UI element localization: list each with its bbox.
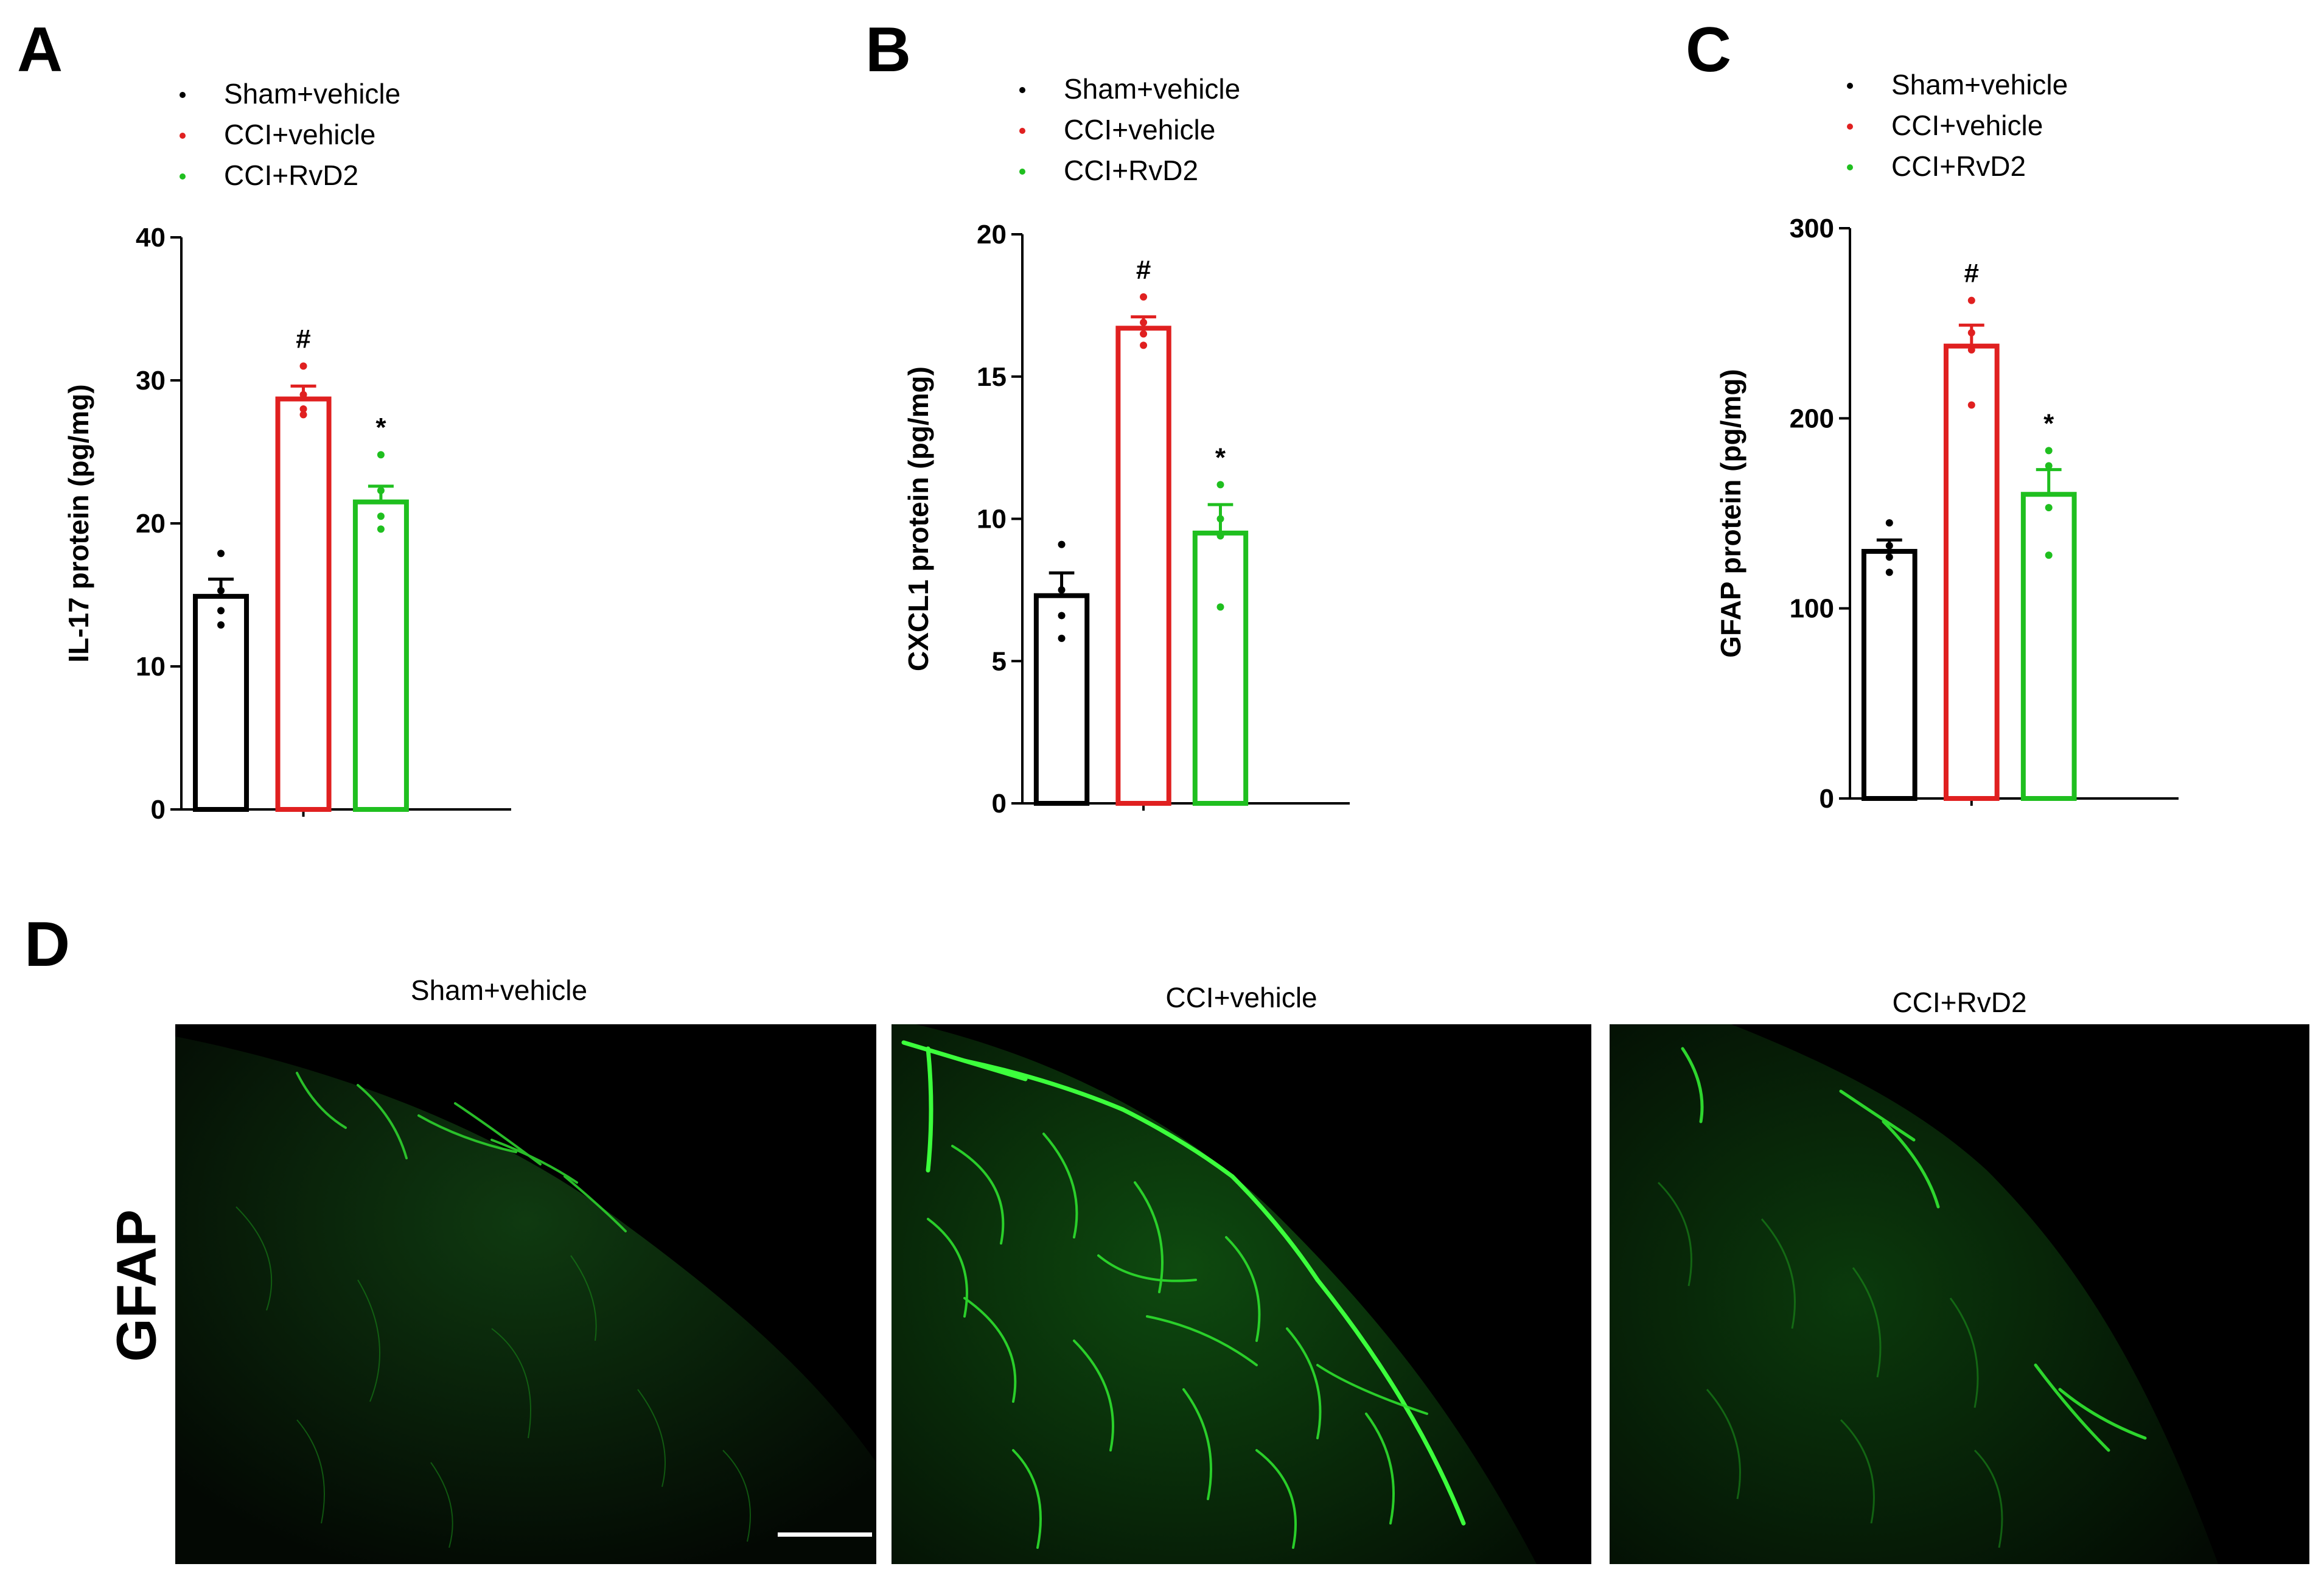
data-point: [1058, 612, 1066, 620]
legend-label: CCI+RvD2: [1064, 155, 1198, 186]
legend-marker: [1019, 87, 1025, 93]
data-point: [217, 587, 225, 595]
y-tick-label: 5: [992, 646, 1007, 676]
micrograph-title-cci-vehicle: CCI+vehicle: [1165, 982, 1317, 1013]
legend-marker: [1847, 83, 1853, 89]
data-point: [1140, 293, 1148, 301]
stain-label-gfap: GFAP: [105, 1209, 168, 1362]
data-point: [1216, 603, 1224, 611]
data-point: [1216, 515, 1224, 523]
data-point: [217, 550, 225, 557]
micrograph-cci-rvd2-image: [1610, 1024, 2218, 1564]
data-point: [299, 362, 307, 370]
data-point: [377, 512, 385, 520]
legend-label: Sham+vehicle: [1891, 69, 2068, 100]
y-axis-label: CXCL1 protein (pg/mg): [902, 366, 934, 671]
legend-marker: [1019, 128, 1025, 134]
legend-label: CCI+RvD2: [224, 159, 358, 191]
y-tick-label: 0: [1820, 784, 1834, 814]
data-point: [217, 607, 225, 615]
bar: [1861, 548, 1917, 801]
y-tick-label: 0: [992, 789, 1007, 819]
data-point: [299, 411, 307, 419]
y-tick-label: 300: [1790, 214, 1834, 243]
data-point: [377, 486, 385, 494]
data-point: [1140, 318, 1148, 326]
y-axis-label: IL-17 protein (pg/mg): [63, 384, 94, 662]
y-tick-label: 20: [977, 220, 1007, 250]
bar-chart-gfap: Sham+vehicle CCI+vehicle CCI+RvD2 0 100 200 30…: [1715, 69, 2179, 814]
micrograph-cci-vehicle-image: [892, 1024, 1537, 1564]
data-point: [299, 391, 307, 399]
legend-label: CCI+RvD2: [1891, 150, 2026, 182]
panel-letter-c: C: [1686, 15, 1732, 85]
data-point: [1967, 329, 1975, 337]
legend-marker: [180, 92, 186, 98]
data-point: [1967, 346, 1975, 354]
data-point: [377, 451, 385, 459]
data-point: [1885, 553, 1893, 561]
significance-marker: #: [296, 324, 310, 354]
y-tick-label: 10: [136, 652, 166, 682]
micrograph-title-cci-rvd2: CCI+RvD2: [1892, 987, 2027, 1018]
data-point: [2045, 462, 2053, 470]
y-tick-label: 0: [151, 795, 166, 825]
bar: [1943, 343, 2000, 801]
micrograph-cci-vehicle: [892, 1024, 1591, 1564]
data-point: [1885, 519, 1893, 527]
data-point: [1967, 296, 1975, 304]
panel-letter-a: A: [17, 15, 63, 85]
data-point: [1216, 481, 1224, 489]
y-tick-label: 10: [977, 505, 1007, 534]
y-tick-label: 40: [136, 223, 166, 253]
data-point: [217, 621, 225, 629]
significance-marker: #: [1136, 255, 1151, 285]
data-point: [2045, 504, 2053, 512]
significance-marker: #: [1964, 259, 1979, 288]
bar-chart-il17: Sham+vehicle CCI+vehicle CCI+RvD2 0 10 20 30 40…: [63, 78, 511, 825]
panel-letter-d: D: [24, 909, 71, 980]
legend-marker: [1019, 169, 1025, 175]
y-tick-label: 100: [1790, 594, 1834, 624]
y-axis-label: GFAP protein (pg/mg): [1715, 369, 1746, 657]
data-point: [377, 525, 385, 533]
legend-marker: [180, 173, 186, 180]
micrograph-sham-vehicle: [175, 1024, 876, 1564]
panel-letter-b: B: [865, 15, 912, 85]
legend-marker: [1847, 164, 1853, 170]
significance-marker: *: [1215, 442, 1226, 472]
legend-label: Sham+vehicle: [1064, 73, 1240, 105]
significance-marker: *: [375, 413, 386, 442]
legend-label: CCI+vehicle: [1064, 114, 1215, 145]
data-point: [1885, 542, 1893, 550]
data-point: [299, 405, 307, 413]
data-point: [1885, 568, 1893, 576]
bar: [2020, 492, 2077, 801]
y-tick-label: 200: [1790, 403, 1834, 433]
micrograph-title-sham: Sham+vehicle: [410, 974, 588, 1006]
legend-marker: [180, 133, 186, 139]
y-tick-label: 20: [136, 509, 166, 539]
data-point: [1216, 532, 1224, 540]
data-point: [2045, 551, 2053, 559]
y-tick-label: 15: [977, 362, 1007, 392]
data-point: [2045, 447, 2053, 455]
micrograph-sham-vehicle-image: [175, 1036, 876, 1564]
y-tick-label: 30: [136, 366, 166, 396]
legend-label: Sham+vehicle: [224, 78, 400, 110]
significance-marker: *: [2043, 408, 2054, 438]
micrograph-cci-rvd2: [1610, 1024, 2309, 1564]
data-point: [1140, 330, 1148, 338]
data-point: [1058, 634, 1066, 642]
legend-label: CCI+vehicle: [1891, 110, 2043, 141]
data-point: [1967, 401, 1975, 409]
bar-chart-cxcl1: Sham+vehicle CCI+vehicle CCI+RvD2 0 5 10 15 20 C…: [902, 73, 1350, 819]
legend-label: CCI+vehicle: [224, 119, 375, 150]
data-point: [1058, 540, 1066, 548]
data-point: [1058, 586, 1066, 594]
data-point: [1140, 341, 1148, 349]
legend-marker: [1847, 124, 1853, 130]
scale-bar: [778, 1532, 872, 1537]
